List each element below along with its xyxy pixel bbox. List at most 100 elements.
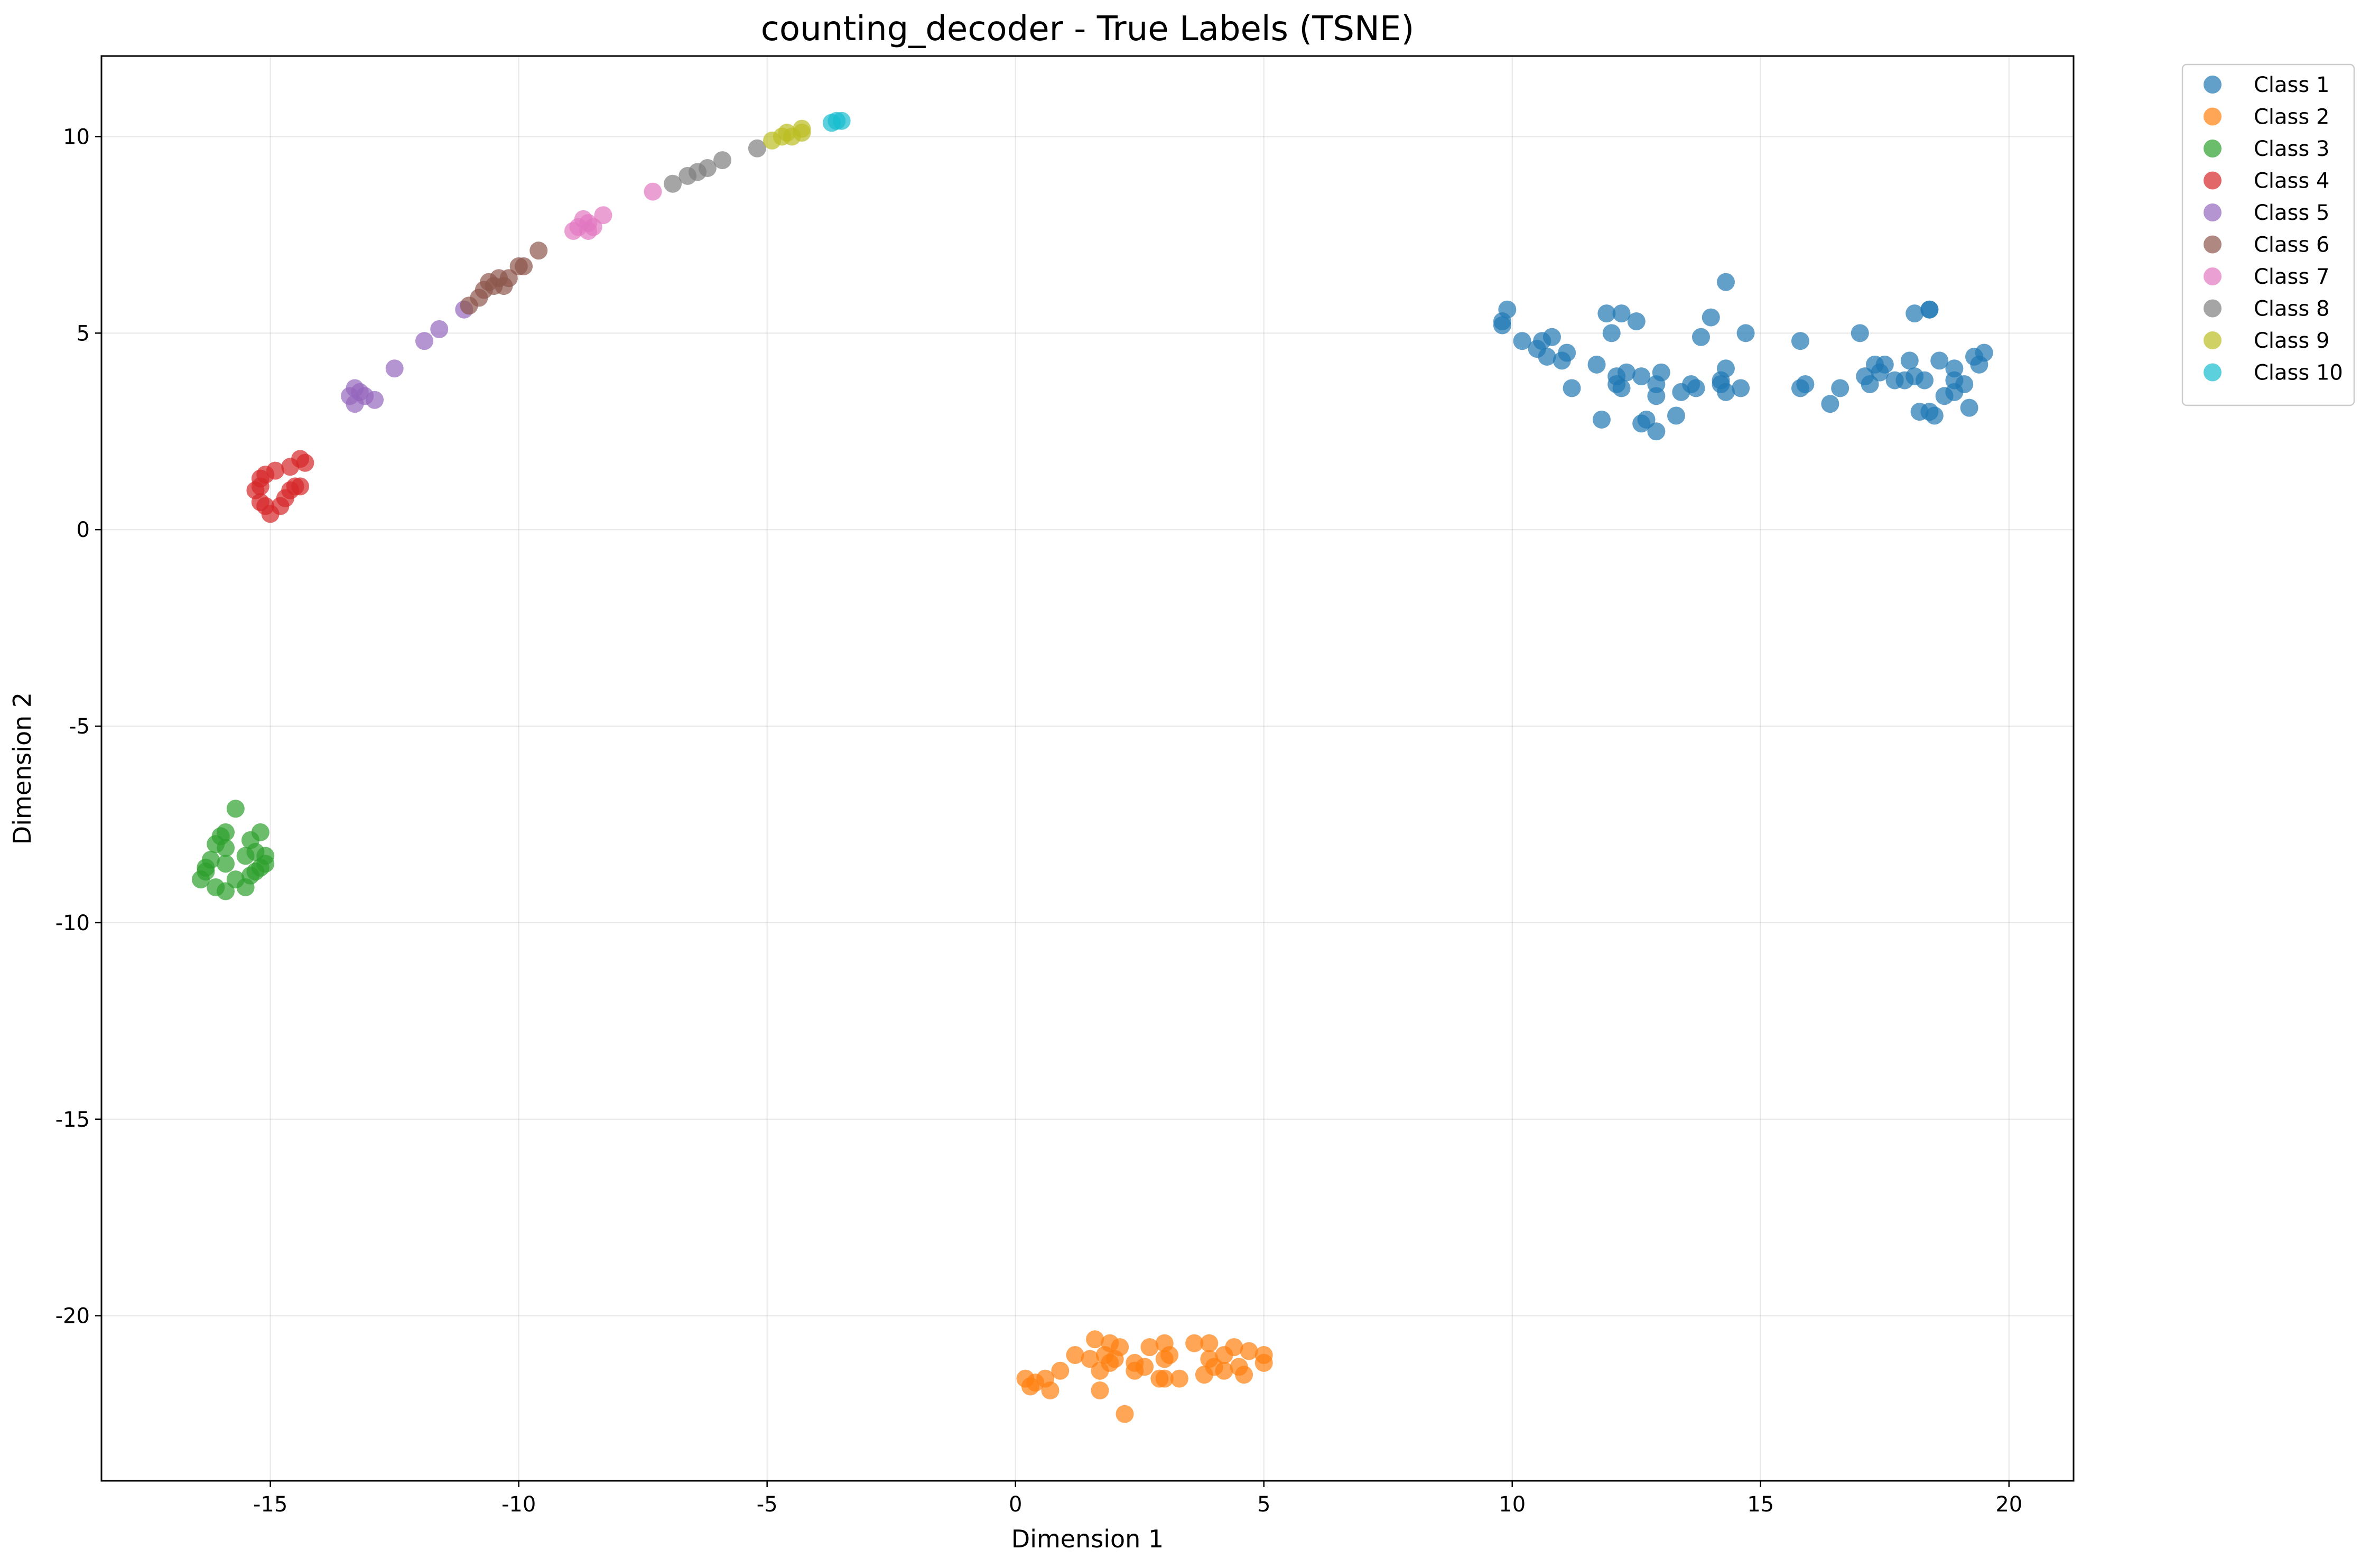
data-point — [366, 391, 384, 409]
data-point — [1513, 332, 1531, 350]
y-tick-label: 10 — [63, 125, 90, 149]
legend-marker — [2204, 140, 2222, 157]
data-point — [1632, 367, 1651, 386]
legend-label: Class 1 — [2254, 73, 2329, 97]
data-point — [1086, 1330, 1104, 1349]
legend-items: Class 1 Class 2 Class 3 Class 4 Class 5 Class… — [2204, 73, 2343, 385]
legend-label: Class 10 — [2254, 361, 2343, 385]
data-point — [1111, 1338, 1129, 1357]
data-point — [1687, 379, 1705, 397]
data-point — [1652, 363, 1670, 382]
data-point — [1160, 1346, 1179, 1365]
series-class-3 — [192, 800, 275, 901]
data-point — [664, 174, 682, 193]
y-tick-label: -10 — [55, 911, 90, 935]
data-point — [832, 112, 851, 130]
legend-marker — [2204, 171, 2222, 190]
legend: Class 1 Class 2 Class 3 Class 4 Class 5 Class… — [2181, 63, 2355, 406]
data-point — [1796, 375, 1815, 394]
data-point — [594, 206, 612, 225]
data-point — [1081, 1350, 1099, 1368]
data-point — [236, 878, 255, 896]
data-point — [1542, 328, 1561, 346]
data-point — [1831, 379, 1849, 397]
data-point — [1617, 363, 1635, 382]
data-point — [1925, 406, 1944, 425]
data-point — [1091, 1381, 1109, 1399]
data-point — [1736, 324, 1755, 342]
series-class-9 — [763, 119, 811, 150]
data-point — [584, 218, 602, 236]
data-point — [1915, 371, 1934, 389]
legend-label: Class 8 — [2254, 297, 2329, 321]
legend-label: Class 7 — [2254, 265, 2329, 289]
legend-marker — [2204, 267, 2222, 285]
axis-ticks: -15 -10 -5 0 5 10 15 20 10 5 0 -5 -10 -15 -20 — [55, 125, 2023, 1517]
x-tick-label: 0 — [1009, 1492, 1022, 1517]
data-point — [385, 359, 404, 378]
legend-box — [2181, 63, 2355, 406]
data-point — [1637, 410, 1656, 429]
data-point — [1041, 1381, 1059, 1399]
x-axis-title: Dimension 1 — [1011, 1525, 1164, 1553]
data-point — [1871, 363, 1889, 382]
data-point — [1602, 324, 1621, 342]
data-point — [1930, 351, 1949, 370]
series-class-2 — [1016, 1330, 1273, 1423]
data-point — [1861, 375, 1879, 394]
data-point — [261, 505, 280, 523]
data-point — [499, 269, 518, 287]
data-point — [1702, 308, 1720, 327]
legend-label: Class 4 — [2254, 169, 2329, 193]
data-point — [1920, 300, 1939, 319]
x-tick-label: 5 — [1257, 1492, 1270, 1517]
legend-marker — [2204, 299, 2222, 318]
data-point — [1627, 312, 1646, 331]
x-tick-label: -5 — [757, 1492, 778, 1517]
data-point — [1225, 1338, 1243, 1357]
x-tick-label: 20 — [1995, 1492, 2022, 1517]
data-point — [1851, 324, 1869, 342]
y-axis-title: Dimension 2 — [8, 692, 36, 845]
data-point — [1235, 1366, 1253, 1384]
data-point — [346, 395, 364, 413]
data-point — [1732, 379, 1750, 397]
series-class-1 — [1493, 273, 1993, 441]
data-point — [1498, 300, 1517, 319]
legend-label: Class 2 — [2254, 105, 2329, 129]
legend-label: Class 3 — [2254, 137, 2329, 161]
legend-marker — [2204, 235, 2222, 254]
data-point — [1691, 328, 1710, 346]
data-point — [1716, 359, 1735, 378]
plot-area-frame — [100, 55, 2075, 1482]
data-point — [644, 182, 662, 201]
data-point — [1716, 383, 1735, 401]
y-tick-label: -15 — [55, 1108, 90, 1132]
data-point — [1587, 355, 1606, 374]
legend-marker — [2204, 203, 2222, 221]
data-point — [251, 477, 269, 496]
data-point — [1140, 1338, 1159, 1357]
data-point — [515, 257, 533, 275]
legend-label: Class 5 — [2254, 201, 2329, 225]
data-point — [1975, 344, 1993, 362]
data-point — [1821, 395, 1839, 413]
series-class-7 — [564, 182, 662, 240]
data-point — [296, 453, 314, 472]
y-tick-label: -20 — [55, 1304, 90, 1329]
data-point — [192, 870, 210, 889]
data-point — [793, 124, 811, 142]
series-class-10 — [822, 112, 851, 132]
data-point — [1538, 347, 1556, 366]
data-point — [1185, 1334, 1204, 1352]
data-point — [1647, 422, 1666, 441]
legend-marker — [2204, 107, 2222, 126]
chart-title: counting_decoder - True Labels (TSNE) — [761, 10, 1415, 49]
data-point — [217, 855, 235, 873]
data-point — [1254, 1353, 1273, 1372]
data-point — [1563, 379, 1581, 397]
data-point — [748, 139, 766, 157]
data-point — [1612, 304, 1631, 323]
y-tick-label: 0 — [77, 518, 90, 542]
